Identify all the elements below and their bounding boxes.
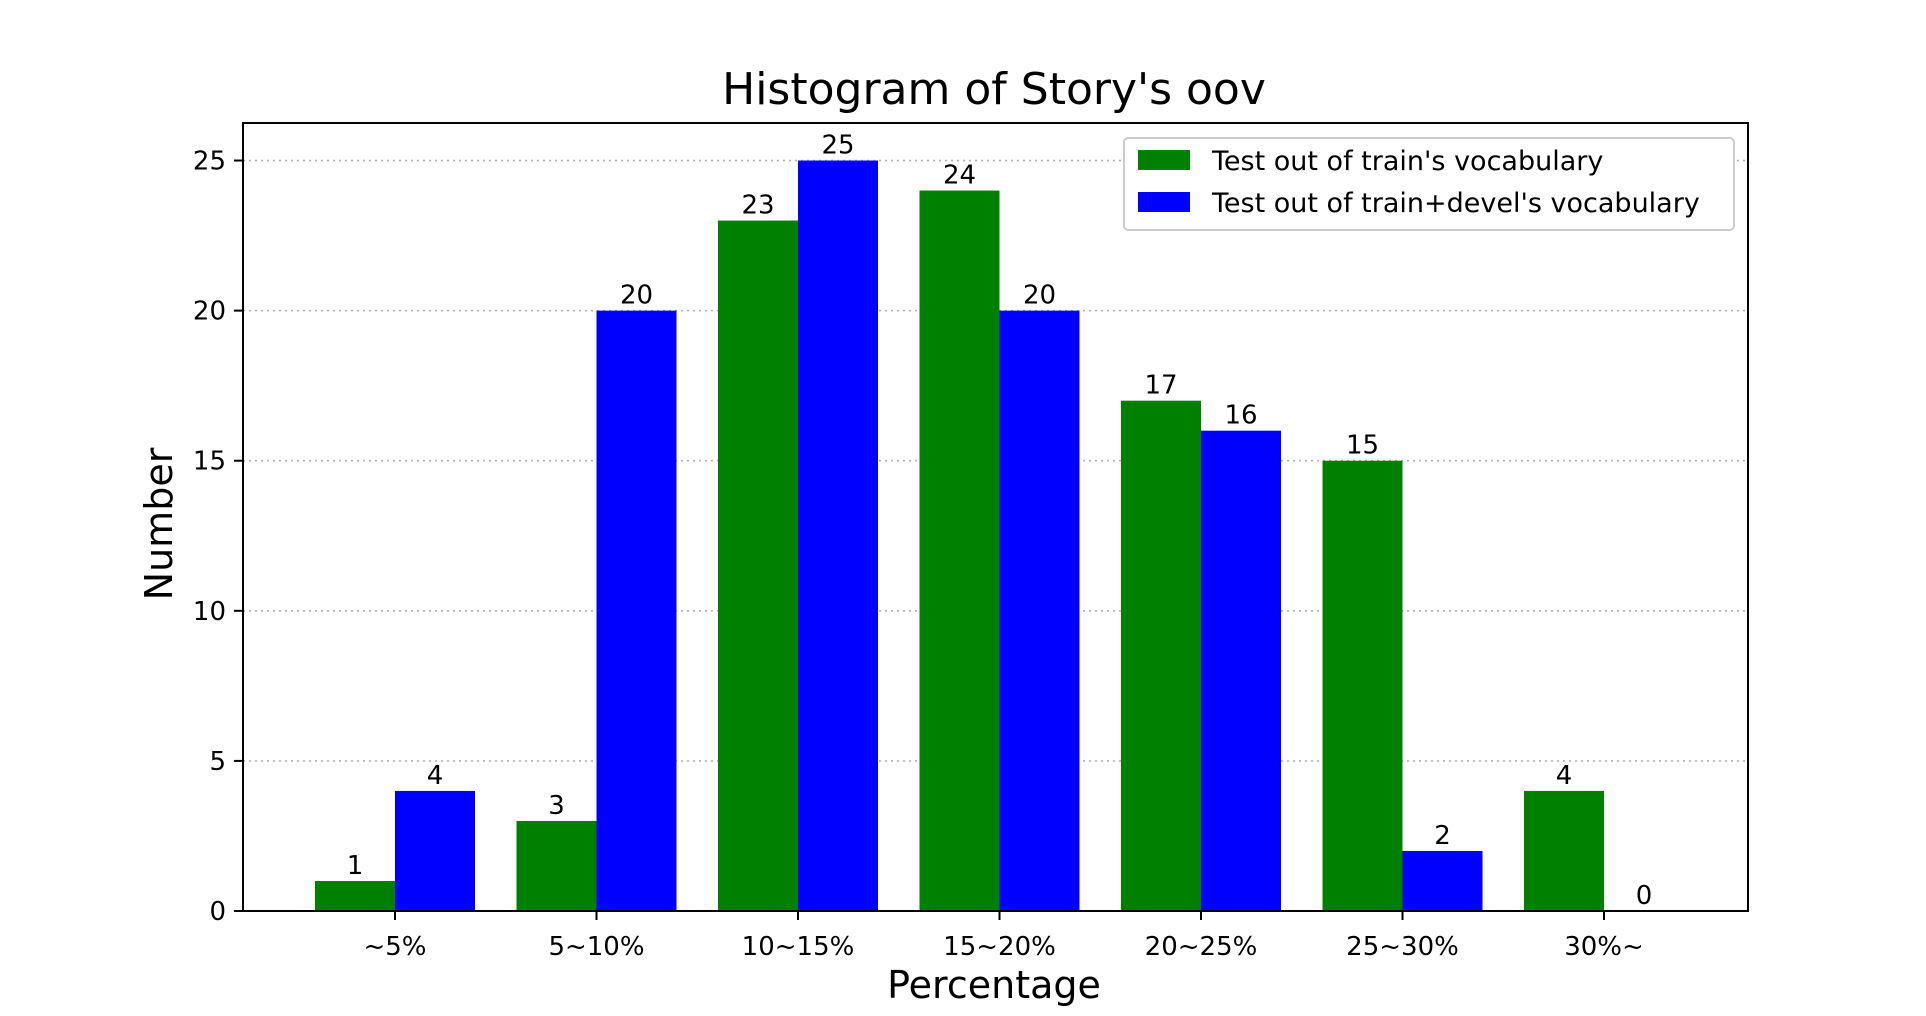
y-axis-label: Number [137, 447, 181, 600]
bars [315, 160, 1604, 912]
x-tick-label: 20~25% [1145, 932, 1258, 962]
x-tick-label: 10~15% [742, 932, 855, 962]
plot-frame [242, 122, 1749, 912]
bar-value-label: 24 [943, 161, 976, 191]
legend: Test out of train's vocabulary Test out … [1123, 137, 1735, 231]
bar-series-2 [395, 790, 475, 911]
y-tick-label: 0 [209, 897, 226, 927]
bar-series-1 [919, 190, 1000, 912]
bar-value-label: 3 [548, 791, 565, 821]
bar-value-label: 23 [741, 191, 774, 221]
legend-swatch-series-1 [1138, 150, 1190, 170]
bar-value-label: 20 [1023, 281, 1056, 311]
chart-title: Histogram of Story's oov [722, 64, 1266, 115]
y-tick-label: 10 [193, 597, 226, 627]
bar-value-label: 20 [620, 281, 653, 311]
legend-swatch-series-2 [1138, 192, 1190, 212]
y-axis-ticks: 0 5 10 15 20 25 [193, 147, 243, 927]
bar-value-label: 4 [427, 761, 444, 791]
x-axis-ticks: ~5% 5~10% 10~15% 15~20% 20~25% 25~30% 30%~ [363, 911, 1644, 962]
y-tick-label: 15 [193, 447, 226, 477]
bar-value-label: 25 [821, 131, 854, 161]
bar-series-1 [315, 880, 395, 911]
legend-box [1123, 137, 1735, 231]
y-tick-label: 25 [193, 147, 226, 177]
legend-label-series-1: Test out of train's vocabulary [1211, 146, 1603, 177]
x-tick-label: 30%~ [1564, 932, 1644, 962]
x-axis-label: Percentage [887, 963, 1101, 1007]
bar-series-1 [1322, 460, 1403, 911]
x-tick-label: 25~30% [1346, 932, 1459, 962]
x-tick-label: 5~10% [548, 932, 644, 962]
x-tick-label: 15~20% [943, 932, 1056, 962]
y-tick-label: 5 [209, 747, 226, 777]
bar-series-1 [516, 820, 597, 911]
bar-series-2 [1402, 850, 1483, 911]
legend-label-series-2: Test out of train+devel's vocabulary [1211, 188, 1700, 219]
bar-value-label: 17 [1144, 371, 1177, 401]
bar-value-label: 2 [1434, 821, 1451, 851]
x-tick-label: ~5% [363, 932, 426, 962]
bar-value-label: 1 [347, 851, 364, 881]
bar-series-2 [798, 160, 878, 911]
bar-series-1 [1121, 400, 1201, 911]
bar-value-label: 16 [1224, 401, 1257, 431]
bar-series-2 [1201, 430, 1281, 911]
bar-series-1 [1524, 790, 1604, 911]
bar-series-2 [999, 310, 1080, 912]
bar-value-label: 4 [1556, 761, 1573, 791]
y-tick-label: 20 [193, 297, 226, 327]
bar-series-2 [596, 310, 677, 912]
bar-value-label: 15 [1346, 431, 1379, 461]
bar-series-1 [718, 220, 798, 912]
bar-value-label: 0 [1636, 881, 1653, 911]
